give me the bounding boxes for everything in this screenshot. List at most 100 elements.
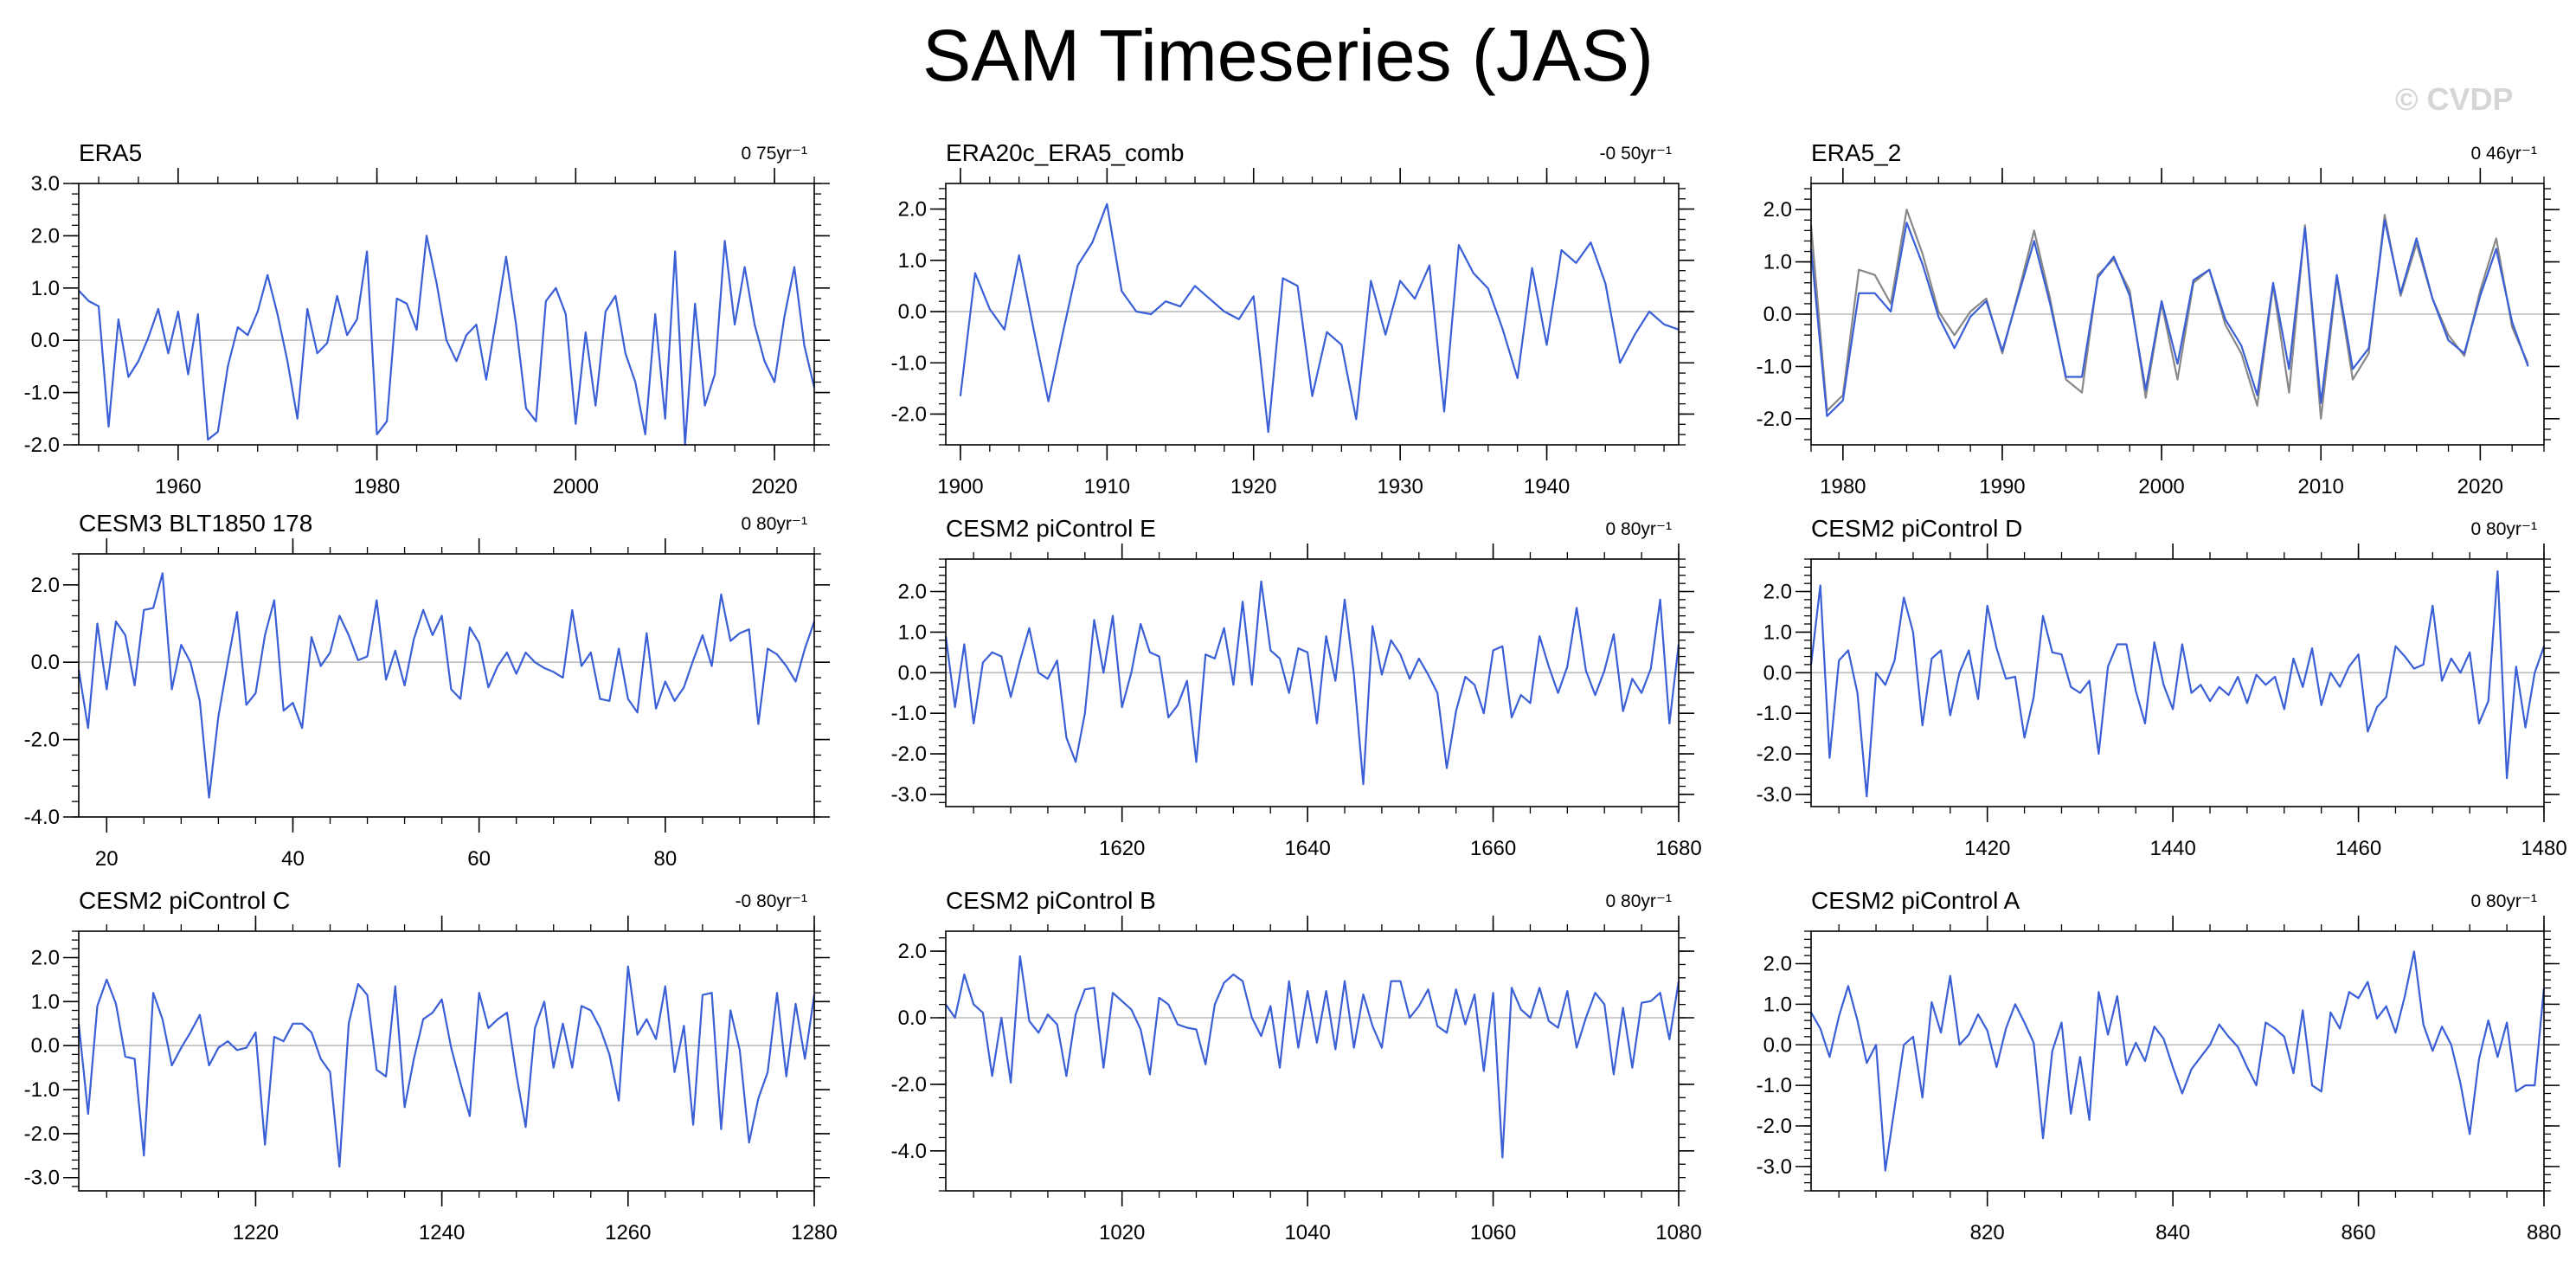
panel-title: CESM2 piControl D (1811, 515, 2022, 542)
x-tick-label: 1980 (354, 475, 400, 498)
x-tick-label: 1040 (1284, 1221, 1330, 1244)
y-tick-label: -4.0 (891, 1140, 927, 1163)
x-tick-label: 1930 (1377, 475, 1423, 498)
x-tick-label: 1220 (233, 1221, 279, 1244)
x-tick-label: 1020 (1099, 1221, 1145, 1244)
y-tick-label: -2.0 (891, 743, 927, 766)
y-tick-label: -2.0 (24, 729, 60, 752)
plot-frame (1810, 183, 2545, 446)
trend-label: -0 50yr⁻¹ (1600, 144, 1672, 164)
y-tick-label: 2.0 (1763, 953, 1792, 976)
minor-ticks (939, 924, 1686, 1198)
x-tick-label: 2000 (553, 475, 599, 498)
panel-title: ERA5_2 (1811, 139, 1901, 166)
chart-panel-2: 1900 1910 1920 1930 1940 -2.0 -1.0 0.0 1.0 2.0 ERA… (891, 139, 1694, 498)
trend-label: 0 80yr⁻¹ (742, 514, 807, 534)
y-tick-label: -2.0 (24, 434, 60, 457)
x-tick-label: 1980 (1820, 475, 1866, 498)
x-tick-label: 1240 (419, 1221, 465, 1244)
minor-ticks (72, 177, 821, 452)
x-tick-label: 1260 (605, 1221, 651, 1244)
x-tick-label: 1900 (937, 475, 983, 498)
y-tick-label: 2.0 (31, 574, 60, 597)
x-tick-label: 820 (1970, 1221, 2005, 1244)
y-tick-label: 0.0 (1763, 303, 1792, 326)
trend-label: 0 75yr⁻¹ (742, 144, 807, 164)
series-line-2 (1809, 219, 2529, 417)
x-tick-label: 1960 (155, 475, 201, 498)
page-title: SAM Timeseries (JAS) (922, 15, 1654, 96)
y-tick-label: 0.0 (31, 1034, 60, 1058)
trend-label: 0 46yr⁻¹ (2471, 144, 2537, 164)
cvdp-watermark: © CVDP (2395, 81, 2514, 117)
y-tick-label: 0.0 (31, 651, 60, 674)
y-tick-label: -2.0 (891, 1073, 927, 1097)
y-tick-label: 0.0 (898, 300, 927, 324)
x-tick-label: 80 (653, 847, 677, 871)
x-tick-label: 840 (2155, 1221, 2190, 1244)
y-tick-label: 0.0 (898, 661, 927, 685)
x-tick-label: 1660 (1470, 837, 1516, 860)
x-tick-label: 1080 (1655, 1221, 1701, 1244)
x-tick-label: 2000 (2138, 475, 2184, 498)
trend-label: 0 80yr⁻¹ (2471, 519, 2537, 539)
y-tick-label: 0.0 (1763, 661, 1792, 685)
y-tick-label: 2.0 (898, 581, 927, 604)
trend-label: 0 80yr⁻¹ (1606, 519, 1672, 539)
series-line-1 (1809, 569, 2546, 798)
y-tick-label: 0.0 (1763, 1033, 1792, 1057)
y-tick-label: 1.0 (31, 277, 60, 300)
plot-frame (945, 183, 1680, 446)
series-line-1 (1809, 209, 2529, 420)
x-tick-label: 2020 (751, 475, 797, 498)
panel-title: ERA5 (79, 139, 142, 166)
panel-title: CESM2 piControl C (79, 887, 290, 914)
panel-title: CESM2 piControl B (946, 887, 1156, 914)
y-tick-label: 0.0 (898, 1007, 927, 1030)
x-tick-label: 1680 (1655, 837, 1701, 860)
y-tick-label: -2.0 (891, 402, 927, 426)
chart-panel-5: 1620 1640 1660 1680 -3.0 -2.0 -1.0 0.0 1.0 2.0 CES… (891, 515, 1702, 860)
x-tick-label: 1060 (1470, 1221, 1516, 1244)
x-tick-label: 60 (467, 847, 491, 871)
chart-panel-4: 20 40 60 80 -4.0 -2.0 0.0 2.0 CESM3 BLT1850 178 0… (24, 510, 830, 871)
series-line-1 (959, 203, 1680, 434)
series-line-1 (944, 580, 1680, 786)
chart-panel-7: 1220 1240 1260 1280 -3.0 -2.0 -1.0 0.0 1.0 2.0 CES… (24, 887, 838, 1244)
y-tick-label: -2.0 (1757, 743, 1792, 766)
series-line-1 (945, 955, 1680, 1159)
y-tick-label: -3.0 (1757, 783, 1792, 807)
chart-panel-3: 1980 1990 2000 2010 2020 -2.0 -1.0 0.0 1.0 2.0 ERA… (1757, 139, 2560, 498)
x-tick-label: 1910 (1084, 475, 1130, 498)
x-tick-label: 2010 (2298, 475, 2344, 498)
y-tick-label: 3.0 (31, 172, 60, 196)
plot-frame (78, 553, 815, 818)
x-tick-label: 1460 (2335, 837, 2381, 860)
panel-title: CESM2 piControl A (1811, 887, 2020, 914)
plot-frame (1810, 558, 2545, 807)
y-tick-label: 2.0 (898, 940, 927, 963)
y-tick-label: -1.0 (1757, 355, 1792, 378)
x-tick-label: 1480 (2521, 837, 2566, 860)
series-line-1 (1810, 950, 2546, 1172)
trend-label: 0 80yr⁻¹ (2471, 891, 2537, 911)
y-tick-label: -1.0 (1757, 702, 1792, 725)
minor-ticks (72, 547, 821, 824)
x-tick-label: 1280 (791, 1221, 837, 1244)
y-tick-label: 1.0 (1763, 251, 1792, 274)
y-tick-label: -2.0 (1757, 408, 1792, 431)
x-tick-label: 2020 (2457, 475, 2503, 498)
series-line-1 (77, 572, 816, 799)
x-tick-label: 1940 (1524, 475, 1570, 498)
x-tick-label: 860 (2342, 1221, 2376, 1244)
series-line-1 (77, 965, 816, 1168)
y-tick-label: 1.0 (31, 990, 60, 1013)
chart-panel-6: 1420 1440 1460 1480 -3.0 -2.0 -1.0 0.0 1.0 2.0 CES… (1757, 515, 2567, 860)
panel-title: CESM2 piControl E (946, 515, 1156, 542)
y-tick-label: -3.0 (891, 783, 927, 807)
plot-frame (78, 930, 815, 1192)
y-tick-label: 2.0 (31, 947, 60, 970)
minor-ticks (939, 177, 1686, 452)
series-line-1 (78, 235, 816, 447)
